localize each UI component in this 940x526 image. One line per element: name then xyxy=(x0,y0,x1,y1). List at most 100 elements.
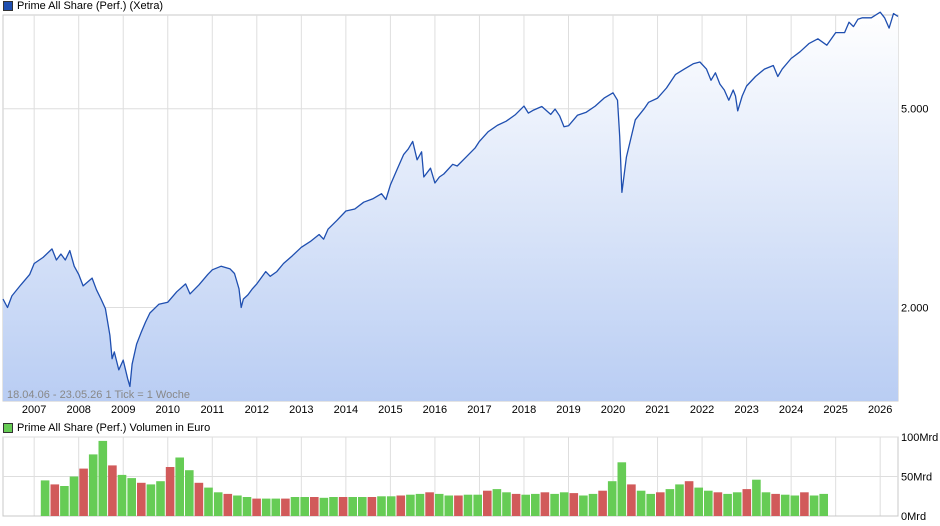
volume-bar xyxy=(684,481,694,516)
price-legend-swatch xyxy=(3,1,13,11)
x-tick-label: 2012 xyxy=(245,404,269,416)
volume-bar xyxy=(300,497,309,516)
volume-bar xyxy=(483,490,492,516)
volume-bar xyxy=(771,493,780,516)
volume-bar xyxy=(242,497,252,516)
volume-bar xyxy=(204,487,213,516)
volume-bar xyxy=(348,497,357,516)
x-tick-label: 2015 xyxy=(378,404,402,416)
volume-bar xyxy=(444,495,454,516)
x-tick-label: 2019 xyxy=(556,404,580,416)
volume-bar xyxy=(665,489,675,516)
volume-bar xyxy=(40,480,50,516)
volume-bar xyxy=(386,496,396,517)
x-tick-label: 2026 xyxy=(868,404,892,416)
x-tick-label: 2017 xyxy=(467,404,491,416)
volume-bar xyxy=(521,494,530,516)
chart-info-text: 18.04.06 - 23.05.26 1 Tick = 1 Woche xyxy=(7,389,190,401)
volume-bar xyxy=(156,481,165,516)
volume-bar xyxy=(310,497,319,516)
volume-legend: Prime All Share (Perf.) Volumen in Euro xyxy=(3,422,210,434)
price-area-fill xyxy=(3,12,898,401)
volume-y-tick-label: 100Mrd xyxy=(901,432,938,444)
x-tick-label: 2007 xyxy=(22,404,46,416)
volume-bar xyxy=(540,492,550,516)
volume-bar xyxy=(50,484,60,516)
volume-bar xyxy=(358,497,367,516)
volume-bar xyxy=(550,493,559,516)
volume-bar xyxy=(79,468,88,516)
volume-bar xyxy=(819,493,828,516)
volume-bar xyxy=(492,489,502,516)
volume-bar xyxy=(588,493,598,516)
volume-bar xyxy=(194,482,204,516)
volume-bar xyxy=(98,440,108,516)
x-tick-label: 2014 xyxy=(334,404,358,416)
volume-bar xyxy=(415,493,425,516)
volume-bar xyxy=(617,462,627,516)
volume-bar xyxy=(261,498,271,516)
volume-y-tick-label: 0Mrd xyxy=(901,511,926,523)
volume-bar xyxy=(704,490,713,516)
x-tick-label: 2020 xyxy=(601,404,625,416)
volume-bar xyxy=(329,497,338,516)
volume-bar xyxy=(790,495,800,516)
volume-bar xyxy=(185,470,194,516)
x-tick-label: 2008 xyxy=(66,404,90,416)
volume-bar xyxy=(809,495,819,516)
volume-bar xyxy=(598,490,607,516)
volume-bar xyxy=(761,492,771,516)
x-tick-label: 2016 xyxy=(423,404,447,416)
x-tick-label: 2022 xyxy=(690,404,714,416)
volume-bar xyxy=(338,497,348,516)
x-tick-label: 2018 xyxy=(512,404,536,416)
volume-bar xyxy=(473,494,482,516)
volume-bar xyxy=(127,478,136,516)
volume-bar xyxy=(281,498,290,516)
volume-bar xyxy=(425,492,434,516)
volume-bar xyxy=(694,487,703,516)
volume-bar xyxy=(165,467,175,516)
volume-bar xyxy=(627,484,636,516)
volume-bar xyxy=(233,495,242,516)
y-tick-label: 5.000 xyxy=(901,104,929,116)
price-panel: 2007 2008 2009 2010 2011 2012 2013 2014 2015 2016… xyxy=(2,11,929,416)
volume-bar xyxy=(531,493,540,516)
volume-panel: 0Mrd 50Mrd 100Mrd xyxy=(2,432,938,523)
volume-bar xyxy=(60,486,69,516)
volume-bar xyxy=(656,492,665,516)
volume-chart-title: Prime All Share (Perf.) Volumen in Euro xyxy=(17,422,211,434)
volume-bar xyxy=(213,492,223,516)
volume-bar xyxy=(675,484,684,516)
volume-bar xyxy=(377,496,386,517)
volume-bar xyxy=(290,497,300,516)
volume-bar xyxy=(434,493,444,516)
volume-bar xyxy=(175,457,184,516)
volume-bar xyxy=(742,489,752,516)
volume-bar xyxy=(569,493,579,516)
volume-bar xyxy=(117,474,127,516)
price-chart-title: Prime All Share (Perf.) (Xetra) xyxy=(17,0,164,12)
price-legend: Prime All Share (Perf.) (Xetra) xyxy=(3,0,163,12)
volume-bar xyxy=(646,493,655,516)
x-tick-label: 2024 xyxy=(779,404,803,416)
volume-bar xyxy=(752,479,761,516)
volume-bar xyxy=(559,492,569,516)
volume-bar xyxy=(454,495,463,516)
volume-bar xyxy=(723,493,732,516)
volume-bar xyxy=(579,495,588,516)
volume-bar xyxy=(252,498,261,516)
x-tick-label: 2021 xyxy=(645,404,669,416)
volume-bar xyxy=(146,484,156,516)
x-tick-label: 2010 xyxy=(156,404,180,416)
x-tick-label: 2013 xyxy=(289,404,313,416)
volume-bar xyxy=(396,495,406,516)
volume-bar xyxy=(319,497,329,516)
volume-y-tick-label: 50Mrd xyxy=(901,472,932,484)
volume-bar xyxy=(108,465,117,516)
x-tick-label: 2023 xyxy=(734,404,758,416)
price-series-line xyxy=(2,11,899,388)
volume-bar xyxy=(800,492,809,516)
volume-bar xyxy=(636,490,646,516)
volume-bar xyxy=(406,494,415,516)
